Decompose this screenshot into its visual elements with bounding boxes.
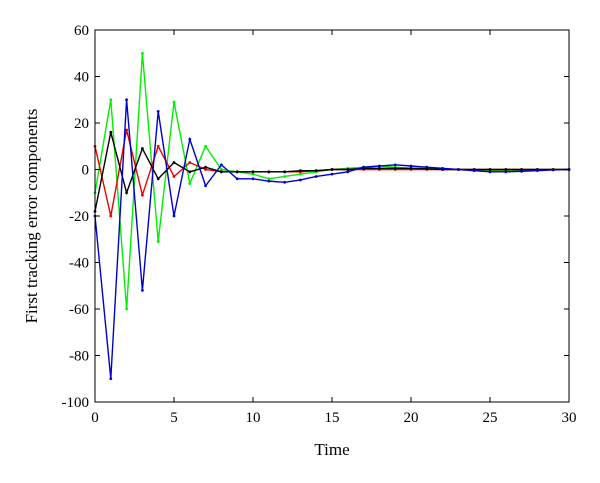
data-point — [283, 170, 286, 174]
data-point — [188, 182, 192, 185]
series-line — [94, 53, 569, 310]
x-axis-label: Time — [314, 440, 349, 459]
tick-layer: 0 5 10 15 20 25 30 -100 -80 -60 -40 -20 0 20 40 60 — [62, 23, 577, 426]
data-point — [204, 144, 208, 148]
y-tick-label: -100 — [62, 395, 90, 411]
y-tick-label: -40 — [69, 256, 89, 272]
data-point — [488, 170, 492, 174]
data-point — [141, 289, 144, 292]
data-point — [346, 168, 350, 171]
data-point — [125, 128, 128, 132]
data-point — [488, 168, 492, 171]
data-point — [125, 98, 128, 102]
data-point — [204, 168, 208, 171]
data-point — [109, 377, 113, 381]
data-point — [267, 179, 271, 183]
x-tick-label: 30 — [562, 410, 577, 426]
x-tick-label: 10 — [246, 410, 261, 426]
y-tick-label: -60 — [69, 302, 89, 318]
data-point — [251, 170, 255, 174]
y-tick-label: -80 — [69, 349, 89, 365]
data-point — [441, 166, 444, 170]
y-tick-label: 40 — [74, 70, 89, 86]
data-point — [220, 170, 223, 174]
y-axis-label: First tracking error components — [22, 109, 41, 324]
data-point — [283, 180, 286, 184]
series-layer — [93, 51, 571, 381]
data-point — [109, 130, 113, 134]
data-point — [409, 166, 413, 170]
data-point — [393, 163, 397, 167]
data-point — [330, 172, 334, 176]
data-point — [299, 169, 302, 173]
data-point — [251, 177, 255, 181]
data-point — [299, 172, 302, 176]
data-point — [251, 172, 255, 176]
data-point — [536, 169, 539, 173]
data-point — [283, 175, 286, 178]
data-point — [204, 184, 208, 188]
data-point — [472, 169, 476, 173]
data-point — [504, 170, 508, 174]
data-point — [220, 163, 223, 167]
data-point — [551, 168, 555, 172]
data-point — [362, 165, 365, 169]
data-point — [172, 100, 176, 104]
plot-frame — [94, 29, 570, 403]
y-tick-label: -20 — [69, 209, 89, 225]
x-tick-label: 25 — [483, 410, 498, 426]
data-point — [504, 168, 508, 171]
data-point — [299, 178, 302, 182]
y-tick-label: 0 — [82, 163, 90, 179]
data-point — [141, 193, 144, 197]
data-point — [188, 137, 192, 141]
data-point — [125, 307, 128, 311]
data-point — [109, 98, 113, 102]
data-point — [378, 164, 381, 168]
data-point — [457, 168, 460, 171]
data-point — [425, 165, 429, 169]
data-point — [235, 170, 239, 174]
data-point — [520, 169, 523, 173]
data-point — [314, 169, 318, 173]
data-point — [267, 170, 271, 174]
data-point — [141, 51, 144, 55]
data-point — [156, 144, 160, 148]
x-tick-label: 0 — [91, 410, 99, 426]
data-point — [409, 164, 413, 168]
y-tick-label: 20 — [74, 116, 89, 132]
data-point — [188, 170, 192, 174]
series-line — [94, 99, 570, 379]
data-point — [156, 240, 160, 243]
x-tick-label: 20 — [404, 410, 419, 426]
data-point — [267, 177, 271, 181]
series-1 — [93, 51, 571, 311]
data-point — [141, 147, 144, 150]
data-point — [235, 177, 239, 181]
x-tick-label: 5 — [170, 410, 178, 426]
data-point — [172, 175, 176, 178]
data-point — [346, 170, 350, 174]
y-tick-label: 60 — [74, 23, 89, 39]
x-tick-label: 15 — [325, 410, 340, 426]
data-point — [172, 214, 176, 218]
data-point — [314, 175, 318, 178]
data-point — [378, 166, 381, 170]
data-point — [156, 177, 160, 181]
series-4 — [93, 98, 571, 381]
data-point — [188, 161, 192, 164]
data-point — [330, 168, 334, 171]
data-point — [125, 191, 128, 195]
data-point — [109, 214, 113, 218]
data-point — [220, 168, 223, 171]
data-point — [156, 109, 160, 113]
data-point — [172, 161, 176, 164]
data-point — [393, 166, 397, 170]
data-point — [204, 165, 208, 169]
